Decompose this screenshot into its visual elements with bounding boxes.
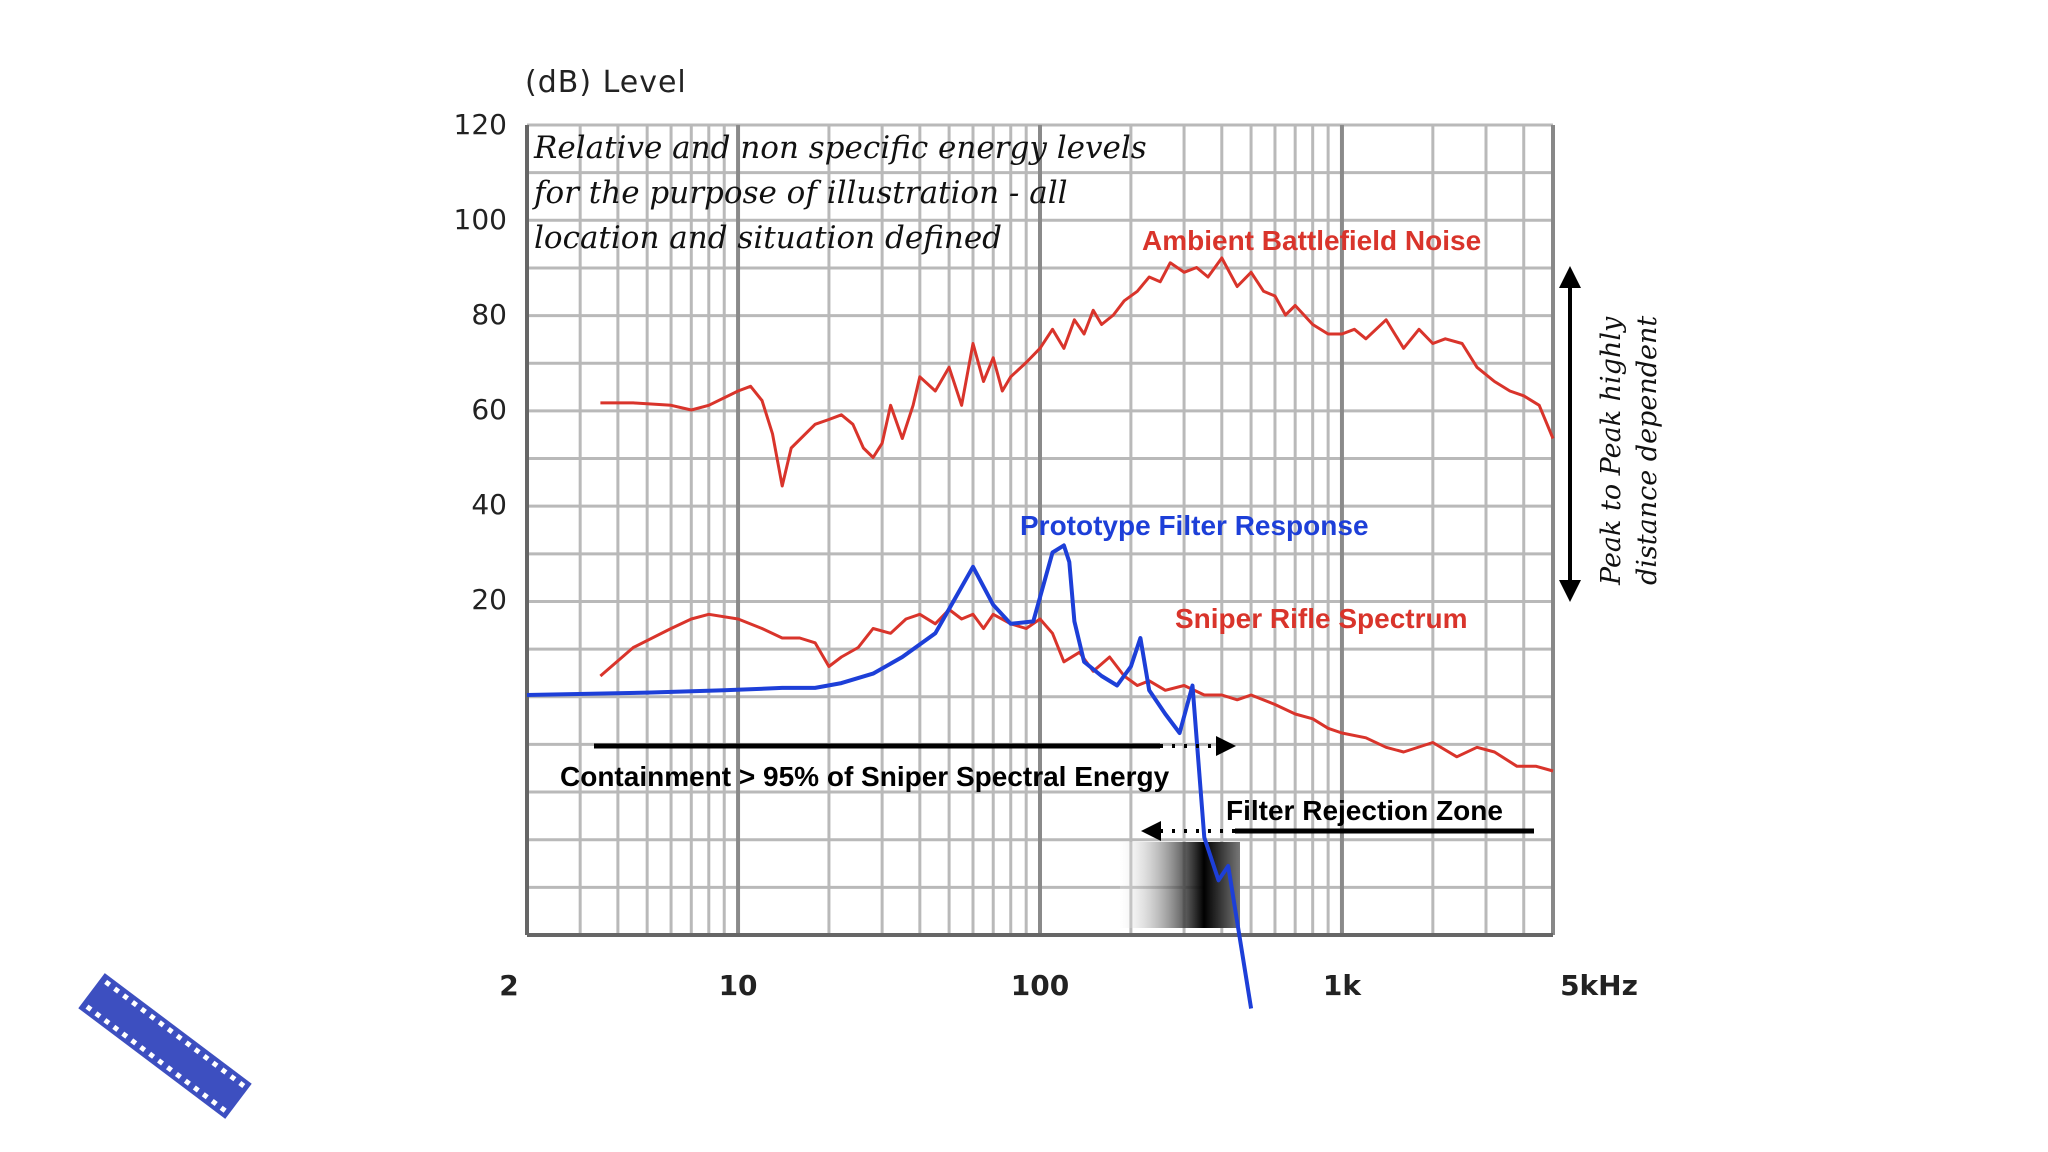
film-hole bbox=[201, 1092, 209, 1100]
filter-response-label: Prototype Filter Response bbox=[1020, 510, 1369, 541]
rejection-label: Filter Rejection Zone bbox=[1226, 795, 1503, 826]
film-hole bbox=[104, 979, 112, 987]
film-hole bbox=[183, 1078, 191, 1086]
film-hole bbox=[139, 1045, 147, 1053]
note-line-3: location and situation defined bbox=[534, 220, 1002, 256]
film-hole bbox=[175, 1033, 183, 1041]
film-hole bbox=[229, 1074, 237, 1082]
film-hole bbox=[85, 1004, 93, 1012]
y-axis-label: (dB) Level bbox=[525, 65, 687, 100]
film-hole bbox=[139, 1006, 147, 1014]
peak-note-line-2: distance dependent bbox=[1632, 316, 1663, 585]
film-hole bbox=[130, 1038, 138, 1046]
x-axis-ticks: 2 10 100 1k 5kHz bbox=[499, 969, 1638, 1002]
film-hole bbox=[238, 1080, 246, 1088]
film-hole bbox=[113, 986, 121, 994]
series-line-ambient-battlefield-noise bbox=[600, 256, 1555, 488]
series-line-prototype-filter-response bbox=[526, 543, 1254, 1009]
film-hole bbox=[165, 1065, 173, 1073]
film-hole bbox=[157, 1058, 165, 1066]
film-hole bbox=[184, 1040, 192, 1048]
film-hole bbox=[219, 1105, 227, 1113]
film-hole bbox=[148, 1051, 156, 1059]
film-hole bbox=[103, 1018, 111, 1026]
film-hole bbox=[148, 1013, 156, 1021]
film-strip-icon bbox=[78, 973, 252, 1119]
x-tick-label: 2 bbox=[499, 969, 518, 1002]
x-tick-label: 1k bbox=[1323, 969, 1362, 1002]
film-hole bbox=[210, 1098, 218, 1106]
x-tick-label: 100 bbox=[1011, 969, 1069, 1002]
film-hole bbox=[202, 1054, 210, 1062]
film-hole bbox=[193, 1047, 201, 1055]
y-tick-label: 40 bbox=[471, 488, 507, 521]
peak-arrow-head-bottom bbox=[1559, 580, 1581, 602]
containment-label: Containment > 95% of Sniper Spectral Ene… bbox=[560, 761, 1170, 792]
film-hole bbox=[192, 1085, 200, 1093]
y-tick-label: 60 bbox=[471, 393, 507, 426]
y-tick-label: 20 bbox=[471, 583, 507, 616]
film-hole bbox=[94, 1011, 102, 1019]
y-tick-label: 100 bbox=[454, 203, 507, 236]
note-line-2: for the purpose of illustration - all bbox=[532, 175, 1068, 211]
film-hole bbox=[121, 1031, 129, 1039]
series-layer bbox=[526, 256, 1555, 1009]
x-tick-label: 5kHz bbox=[1560, 969, 1638, 1002]
rejection-zone-shade bbox=[1120, 842, 1240, 928]
sniper-spectrum-label: Sniper Rifle Spectrum bbox=[1175, 603, 1468, 634]
peak-arrow-head-top bbox=[1559, 266, 1581, 288]
film-hole bbox=[112, 1024, 120, 1032]
film-hole bbox=[166, 1027, 174, 1035]
ambient-noise-label: Ambient Battlefield Noise bbox=[1142, 225, 1481, 256]
y-axis-ticks: 120 100 80 60 40 20 bbox=[454, 108, 507, 616]
series-line-sniper-rifle-spectrum bbox=[599, 608, 1554, 773]
film-hole bbox=[211, 1060, 219, 1068]
x-tick-label: 10 bbox=[719, 969, 758, 1002]
note-line-1: Relative and non specific energy levels bbox=[533, 130, 1147, 166]
y-tick-label: 120 bbox=[454, 108, 507, 141]
film-hole bbox=[122, 993, 130, 1001]
film-hole bbox=[174, 1072, 182, 1080]
peak-note-line-1: Peak to Peak highly bbox=[1596, 316, 1627, 586]
film-hole bbox=[220, 1067, 228, 1075]
film-hole bbox=[157, 1020, 165, 1028]
film-hole bbox=[130, 1000, 138, 1008]
y-tick-label: 80 bbox=[471, 298, 507, 331]
